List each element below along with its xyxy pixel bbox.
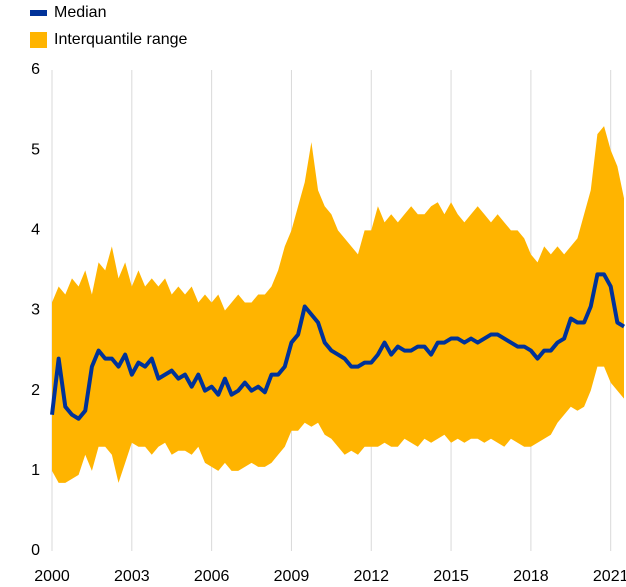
legend-swatch [30, 32, 47, 48]
y-tick-label: 5 [31, 141, 40, 158]
median-line [50, 272, 626, 421]
y-tick-label: 3 [31, 302, 40, 319]
x-tick-label: 2006 [194, 568, 230, 585]
y-tick-label: 1 [31, 462, 40, 479]
y-tick-label: 0 [31, 542, 40, 559]
legend-label: Median [54, 4, 106, 21]
y-tick-label: 6 [31, 61, 40, 78]
x-tick-label: 2000 [34, 568, 70, 585]
range-band [52, 126, 624, 483]
x-tick-label: 2009 [274, 568, 310, 585]
x-tick-label: 2018 [513, 568, 549, 585]
x-tick-label: 2003 [114, 568, 150, 585]
y-tick-label: 2 [31, 382, 40, 399]
y-tick-label: 4 [31, 222, 40, 239]
x-tick-label: 2012 [353, 568, 389, 585]
legend-swatch [30, 10, 47, 16]
legend-label: Interquantile range [54, 31, 188, 48]
x-tick-label: 2015 [433, 568, 469, 585]
x-tick-label: 2021 [593, 568, 626, 585]
